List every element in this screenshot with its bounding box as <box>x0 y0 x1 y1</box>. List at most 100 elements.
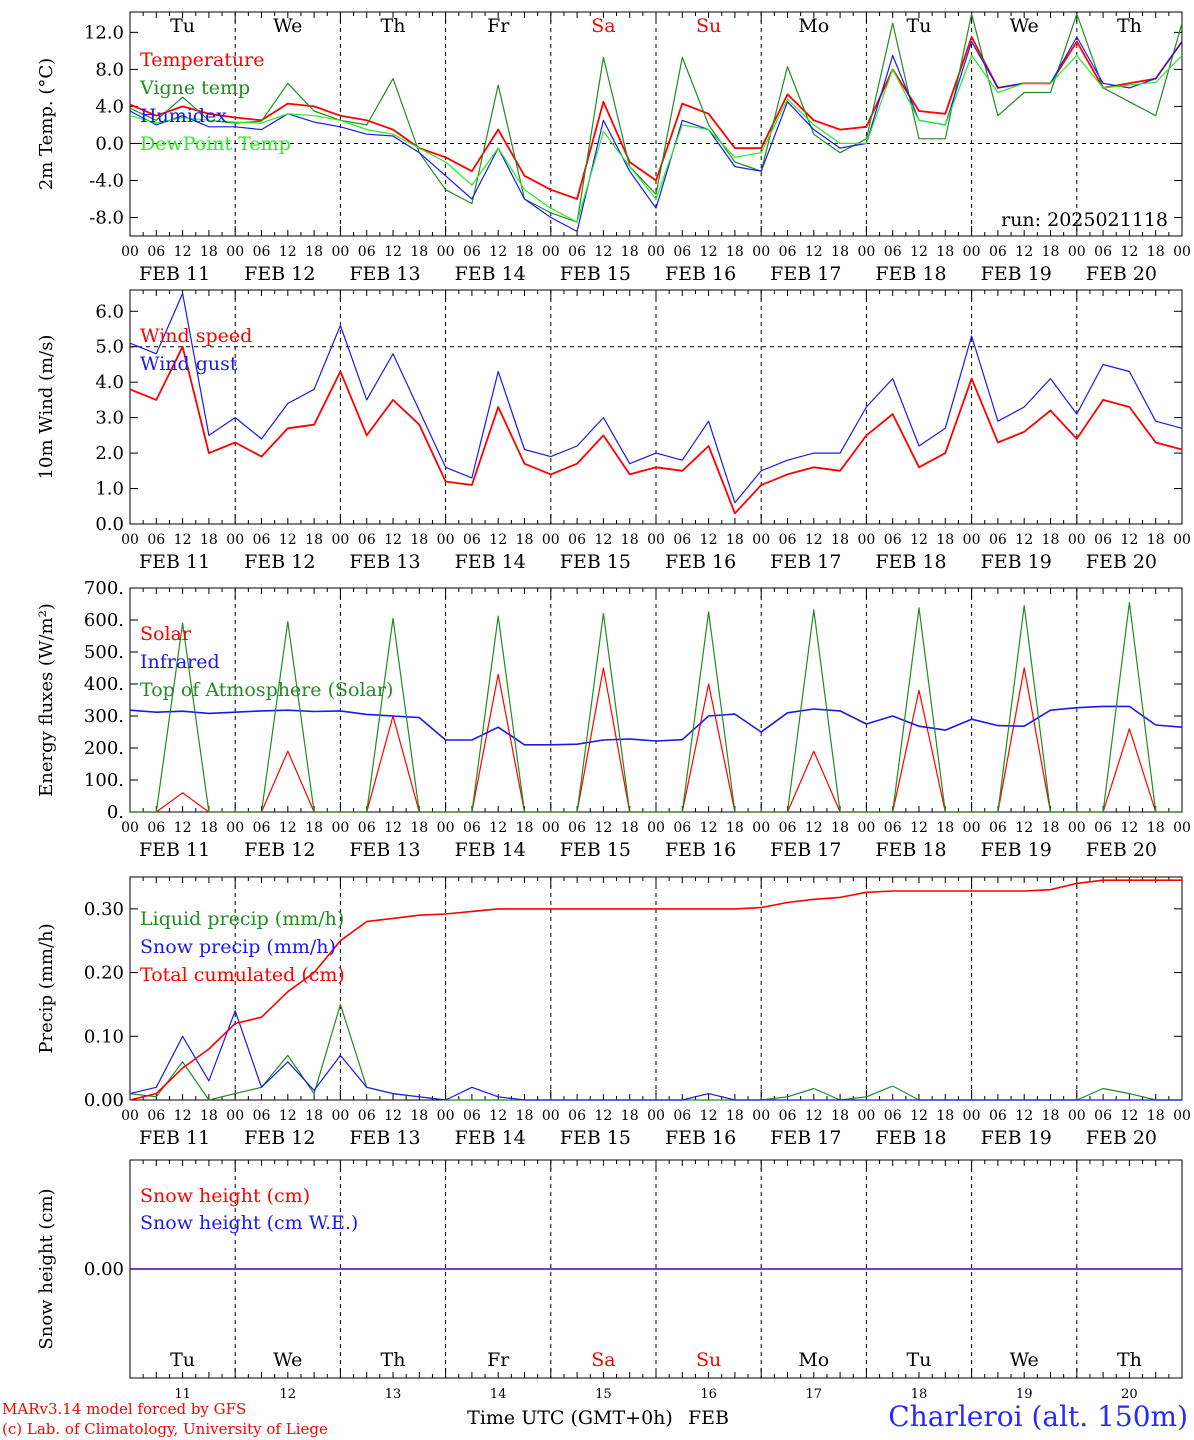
hour-tick-label: 00 <box>121 532 139 548</box>
hour-tick-label: 06 <box>673 820 691 836</box>
hour-tick-label: 12 <box>700 244 718 260</box>
hour-tick-label: 00 <box>752 820 770 836</box>
day-date-label: FEB 14 <box>455 263 526 285</box>
hour-tick-label: 18 <box>831 820 849 836</box>
hour-tick-label: 06 <box>779 532 797 548</box>
y-tick-label: 0.10 <box>84 1026 124 1047</box>
y-tick-label: 0.00 <box>84 1090 124 1111</box>
day-date-label: FEB 13 <box>349 551 420 573</box>
day-date-label: FEB 17 <box>770 263 841 285</box>
hour-tick-label: 12 <box>1120 1108 1138 1124</box>
y-tick-label: 0.30 <box>84 899 124 920</box>
day-of-week-label: Fr <box>487 1349 510 1371</box>
hour-tick-label: 12 <box>1015 244 1033 260</box>
day-date-label: FEB 18 <box>875 1127 946 1149</box>
hour-tick-label: 00 <box>647 1108 665 1124</box>
hour-tick-label: 12 <box>1120 820 1138 836</box>
hour-tick-label: 12 <box>489 244 507 260</box>
hour-tick-label: 06 <box>884 532 902 548</box>
day-date-label: FEB 12 <box>244 839 315 861</box>
day-date-label: FEB 14 <box>455 839 526 861</box>
hour-tick-label: 00 <box>331 244 349 260</box>
day-of-week-label: Fr <box>487 15 510 37</box>
hour-tick-label: 12 <box>174 532 192 548</box>
hour-tick-label: 12 <box>1015 1108 1033 1124</box>
hour-tick-label: 18 <box>305 532 323 548</box>
hour-tick-label: 06 <box>989 820 1007 836</box>
hour-tick-label: 18 <box>1147 532 1165 548</box>
day-date-label: FEB 14 <box>455 1127 526 1149</box>
hour-tick-label: 06 <box>147 1108 165 1124</box>
hour-tick-label: 12 <box>174 820 192 836</box>
day-number-label: 12 <box>280 1387 297 1402</box>
hour-tick-label: 12 <box>910 532 928 548</box>
hour-tick-label: 12 <box>700 532 718 548</box>
hour-tick-label: 18 <box>1042 244 1060 260</box>
hour-tick-label: 12 <box>594 532 612 548</box>
run-annotation: run: 2025021118 <box>1001 209 1168 231</box>
hour-tick-label: 00 <box>226 820 244 836</box>
day-date-label: FEB 11 <box>139 839 210 861</box>
hour-tick-label: 06 <box>1094 820 1112 836</box>
day-number-label: 20 <box>1121 1387 1138 1402</box>
day-date-label: FEB 19 <box>981 551 1052 573</box>
day-of-week-label: Th <box>1117 15 1142 37</box>
legend-entry: Total cumulated (cm) <box>140 964 345 986</box>
hour-tick-label: 00 <box>857 1108 875 1124</box>
x-axis-title: Time UTC (GMT+0h) <box>467 1407 673 1429</box>
series-line <box>129 705 1183 746</box>
legend-entry: Snow height (cm W.E.) <box>140 1212 358 1234</box>
hour-tick-label: 00 <box>1068 244 1086 260</box>
hour-tick-label: 12 <box>805 532 823 548</box>
hour-tick-label: 00 <box>542 1108 560 1124</box>
y-tick-label: 0. <box>107 802 124 823</box>
lab-credit: (c) Lab. of Climatology, University of L… <box>2 1420 328 1438</box>
hour-tick-label: 12 <box>805 1108 823 1124</box>
hour-tick-label: 06 <box>147 244 165 260</box>
y-axis-title: 10m Wind (m/s) <box>36 335 57 480</box>
day-of-week-label: We <box>273 15 302 37</box>
hour-tick-label: 06 <box>884 244 902 260</box>
legend-entry: DewPoint Temp <box>140 133 291 155</box>
hour-tick-label: 06 <box>253 532 271 548</box>
day-date-label: FEB 11 <box>139 551 210 573</box>
legend-entry: Vigne temp <box>139 77 250 99</box>
y-tick-label: 200. <box>84 738 124 759</box>
day-date-label: FEB 12 <box>244 1127 315 1149</box>
hour-tick-label: 06 <box>673 532 691 548</box>
hour-tick-label: 06 <box>463 532 481 548</box>
legend-entry: Wind gust <box>140 353 238 375</box>
hour-tick-label: 06 <box>884 1108 902 1124</box>
y-tick-label: 8.0 <box>95 59 124 80</box>
hour-tick-label: 18 <box>936 532 954 548</box>
hour-tick-label: 18 <box>1042 532 1060 548</box>
day-date-label: FEB 17 <box>770 839 841 861</box>
y-tick-label: 0.20 <box>84 963 124 984</box>
hour-tick-label: 00 <box>121 820 139 836</box>
day-date-label: FEB 17 <box>770 1127 841 1149</box>
hour-tick-label: 12 <box>700 820 718 836</box>
day-date-label: FEB 19 <box>981 1127 1052 1149</box>
hour-tick-label: 12 <box>1015 820 1033 836</box>
hour-tick-label: 06 <box>989 1108 1007 1124</box>
hour-tick-label: 12 <box>279 532 297 548</box>
hour-tick-label: 18 <box>936 1108 954 1124</box>
hour-tick-label: 00 <box>857 244 875 260</box>
hour-tick-label: 18 <box>200 820 218 836</box>
series-line <box>129 36 1183 232</box>
hour-tick-label: 18 <box>1042 1108 1060 1124</box>
hour-tick-label: 12 <box>384 244 402 260</box>
day-date-label: FEB 13 <box>349 1127 420 1149</box>
hour-tick-label: 06 <box>989 244 1007 260</box>
y-tick-label: 12.0 <box>84 22 124 43</box>
hour-tick-label: 18 <box>305 1108 323 1124</box>
hour-tick-label: 18 <box>516 1108 534 1124</box>
hour-tick-label: 00 <box>437 532 455 548</box>
day-date-label: FEB 20 <box>1086 551 1157 573</box>
hour-tick-label: 06 <box>463 820 481 836</box>
hour-tick-label: 12 <box>805 244 823 260</box>
day-date-label: FEB 15 <box>560 551 631 573</box>
hour-tick-label: 12 <box>279 1108 297 1124</box>
hour-tick-label: 18 <box>200 1108 218 1124</box>
hour-tick-label: 18 <box>726 532 744 548</box>
